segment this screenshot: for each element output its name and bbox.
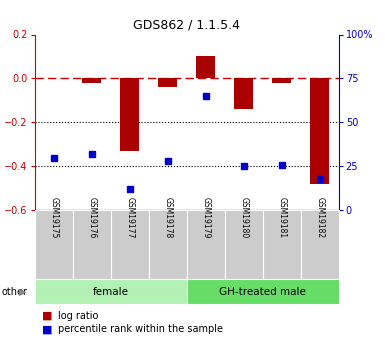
Bar (82, 79, 101, 83)
Text: GSM19180: GSM19180 (239, 197, 248, 238)
Text: other: other (2, 287, 28, 296)
Text: GSM19177: GSM19177 (125, 197, 134, 238)
Text: ■: ■ (42, 311, 53, 321)
Bar (158, 79, 177, 87)
Bar (272, 79, 291, 83)
Text: female: female (93, 287, 129, 296)
Text: GSM19175: GSM19175 (49, 197, 58, 238)
Bar (196, 57, 215, 79)
Text: GSM19176: GSM19176 (87, 197, 96, 238)
Text: GSM19178: GSM19178 (163, 197, 172, 238)
Text: ▶: ▶ (18, 287, 26, 296)
Text: log ratio: log ratio (58, 311, 98, 321)
Text: GSM19181: GSM19181 (277, 197, 286, 238)
Text: GH-treated male: GH-treated male (219, 287, 306, 296)
Bar (310, 79, 329, 184)
Text: ■: ■ (42, 325, 53, 334)
Text: GSM19182: GSM19182 (315, 197, 324, 238)
Text: GSM19179: GSM19179 (201, 197, 210, 238)
Bar (120, 79, 139, 151)
Bar (234, 79, 253, 109)
Text: percentile rank within the sample: percentile rank within the sample (58, 325, 223, 334)
Title: GDS862 / 1.1.5.4: GDS862 / 1.1.5.4 (133, 19, 240, 32)
